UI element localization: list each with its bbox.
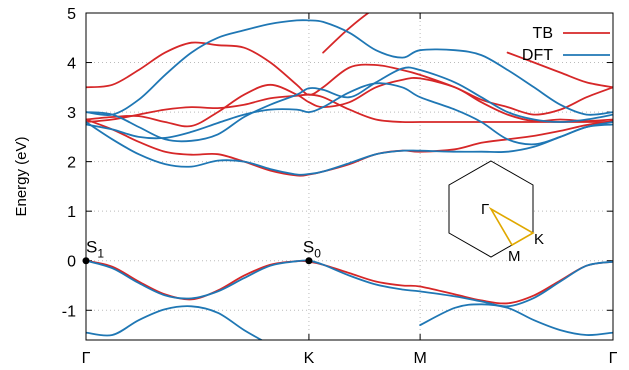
s1-label: S1 [86, 238, 104, 261]
band-line-tb [86, 77, 613, 128]
x-tick-label: K [304, 350, 315, 367]
s0-marker [305, 257, 313, 265]
band-line-tb [322, 13, 370, 54]
y-tick-label: 4 [67, 56, 76, 73]
s1-label-sub: 1 [97, 247, 104, 261]
y-tick-label: 3 [67, 105, 76, 122]
s1-label-main: S [86, 238, 97, 257]
y-tick-label: 1 [67, 204, 76, 221]
y-tick-label: 5 [67, 6, 76, 23]
bz-gamma-label: Γ [481, 201, 489, 218]
band-line-tb [86, 93, 613, 124]
plot-frame [85, 12, 614, 341]
band-line-dft [86, 66, 613, 143]
y-axis-label: Energy (eV) [13, 136, 30, 216]
grid-layer [86, 13, 613, 340]
bz-k-label: K [534, 231, 544, 248]
band-line-dft [86, 259, 613, 308]
s1-marker [82, 257, 90, 265]
band-line-dft [86, 82, 613, 146]
bz-m-label: M [508, 248, 521, 265]
legend-label-dft: DFT [522, 47, 553, 64]
band-line-dft [86, 19, 613, 117]
annotations: S1 S0 [82, 238, 321, 265]
band-line-dft [86, 305, 264, 340]
s0-label-main: S [303, 238, 314, 257]
y-tick-label: 0 [67, 254, 76, 271]
band-line-dft [419, 303, 613, 336]
y-tick-label: -1 [62, 303, 76, 320]
band-line-tb [86, 41, 613, 116]
band-line-tb [506, 51, 613, 89]
brillouin-zone-inset: Γ K M [448, 160, 544, 265]
legend-label-tb: TB [533, 25, 553, 42]
x-tick-label: Γ [609, 350, 618, 367]
band-lines [86, 13, 613, 340]
band-line-dft [86, 121, 613, 176]
legend: TB DFT [522, 25, 610, 64]
s0-label-sub: 0 [314, 247, 321, 261]
x-tick-label: M [413, 350, 426, 367]
k-path-triangle [488, 206, 535, 247]
y-tick-label: 2 [67, 155, 76, 172]
x-tick-label: Γ [82, 350, 91, 367]
s0-label: S0 [303, 238, 321, 261]
